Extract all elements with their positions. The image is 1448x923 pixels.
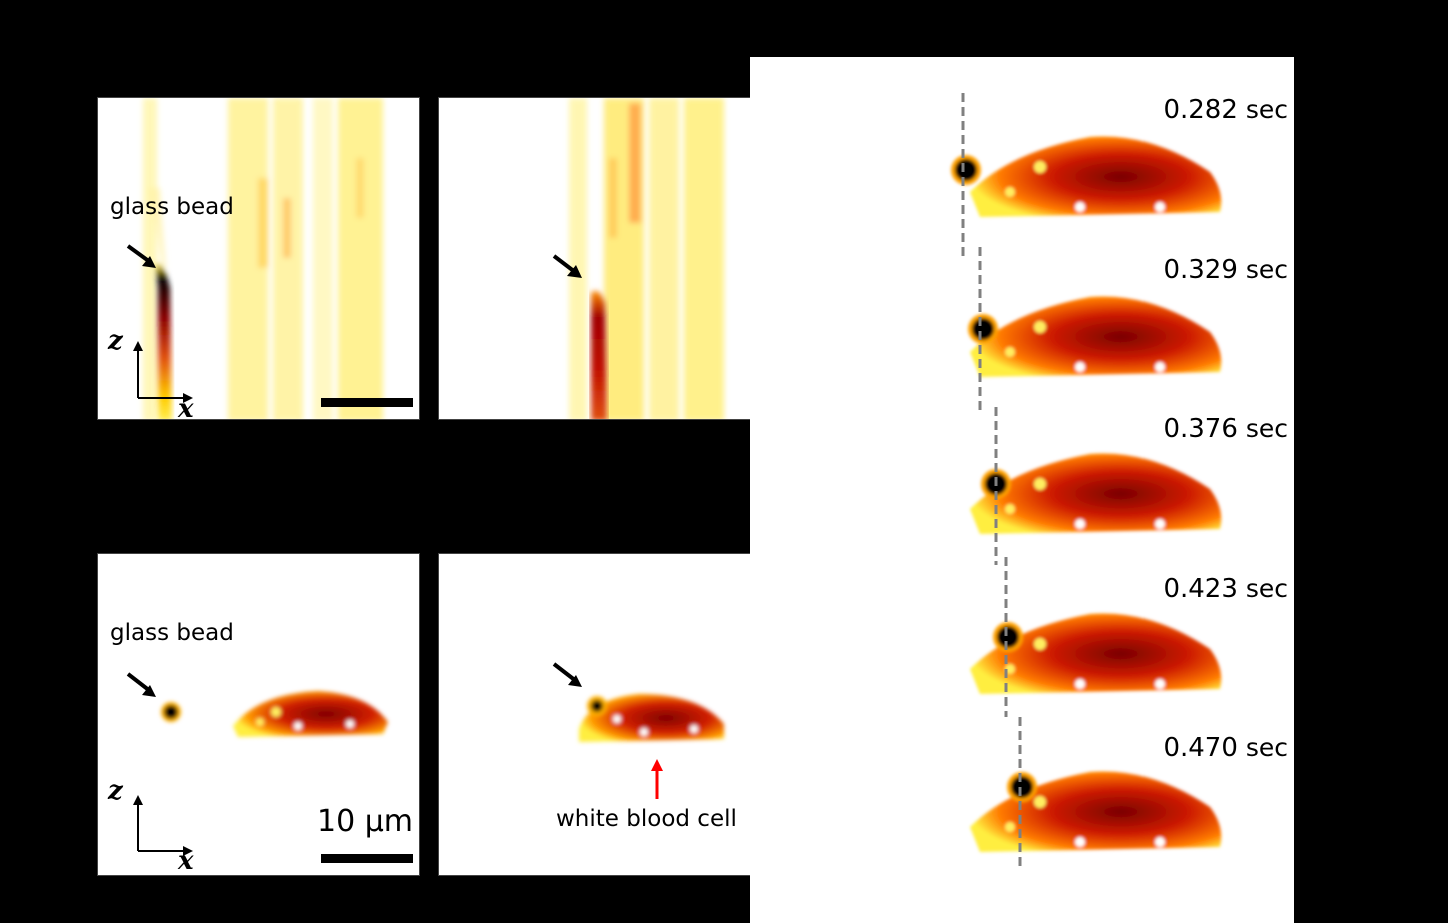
glass-bead-label: glass bead [110,194,234,220]
x-axis-label: x [178,394,194,420]
panel-bottom-right-xz-view: white blood cell [438,553,761,876]
white-blood-cell-label: white blood cell [556,806,737,832]
axis-indicator-icon [133,795,193,856]
guide-lines [961,93,1022,871]
panel-top-right-xz-view [438,97,761,420]
x-axis-label: x [178,846,194,876]
scale-bar-label: 10 μm [317,804,414,839]
arrow-icon [126,672,156,697]
time-label-frame-2: 0.329 sec [1163,255,1288,285]
time-series-frames [951,93,1222,871]
intensity-map [143,98,383,419]
panel-time-series: 0.282 sec 0.329 sec 0.376 sec 0.423 sec … [750,57,1294,923]
scale-bar [321,398,413,407]
time-label-frame-1: 0.282 sec [1163,95,1288,125]
intensity-map [569,98,724,419]
panel-bottom-left-xz-view: glass bead z x 10 μm [97,553,420,876]
arrow-icon [552,662,582,687]
red-arrow-icon [651,759,663,799]
intensity-map [161,691,388,737]
intensity-map [579,694,724,742]
scale-bar [321,854,413,863]
panel-top-left-xz-view: glass bead z x [97,97,420,420]
glass-bead-label: glass bead [110,620,234,646]
z-axis-label: z [108,776,123,806]
time-label-frame-4: 0.423 sec [1163,574,1288,604]
arrow-icon [552,254,582,278]
axis-indicator-icon [133,341,193,403]
arrow-icon [126,244,156,268]
z-axis-label: z [108,326,123,356]
time-label-frame-5: 0.470 sec [1163,733,1288,763]
time-label-frame-3: 0.376 sec [1163,414,1288,444]
